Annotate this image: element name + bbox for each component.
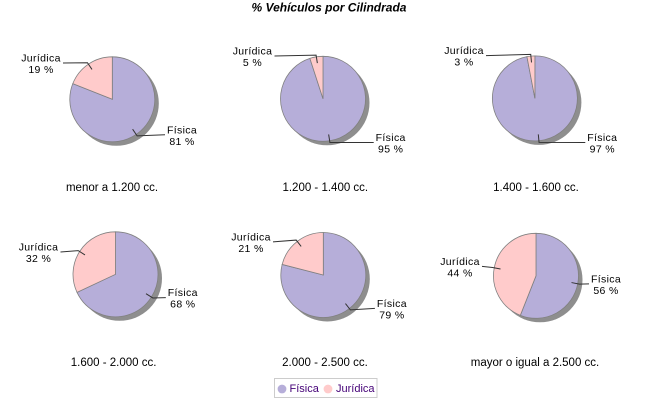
- svg-text:% Vehículos por Cilindrada: % Vehículos por Cilindrada: [252, 0, 407, 14]
- svg-text:Física: Física: [290, 383, 320, 395]
- svg-text:Jurídica: Jurídica: [336, 383, 375, 395]
- svg-text:1.200 - 1.400 cc.: 1.200 - 1.400 cc.: [282, 182, 368, 194]
- svg-text:menor a 1.200 cc.: menor a 1.200 cc.: [66, 182, 158, 194]
- svg-text:2.000 - 2.500 cc.: 2.000 - 2.500 cc.: [282, 357, 368, 369]
- svg-text:1.600 - 2.000 cc.: 1.600 - 2.000 cc.: [71, 357, 157, 369]
- svg-text:mayor o igual a 2.500 cc.: mayor o igual a 2.500 cc.: [471, 357, 600, 369]
- svg-text:1.400 - 1.600 cc.: 1.400 - 1.600 cc.: [493, 182, 579, 194]
